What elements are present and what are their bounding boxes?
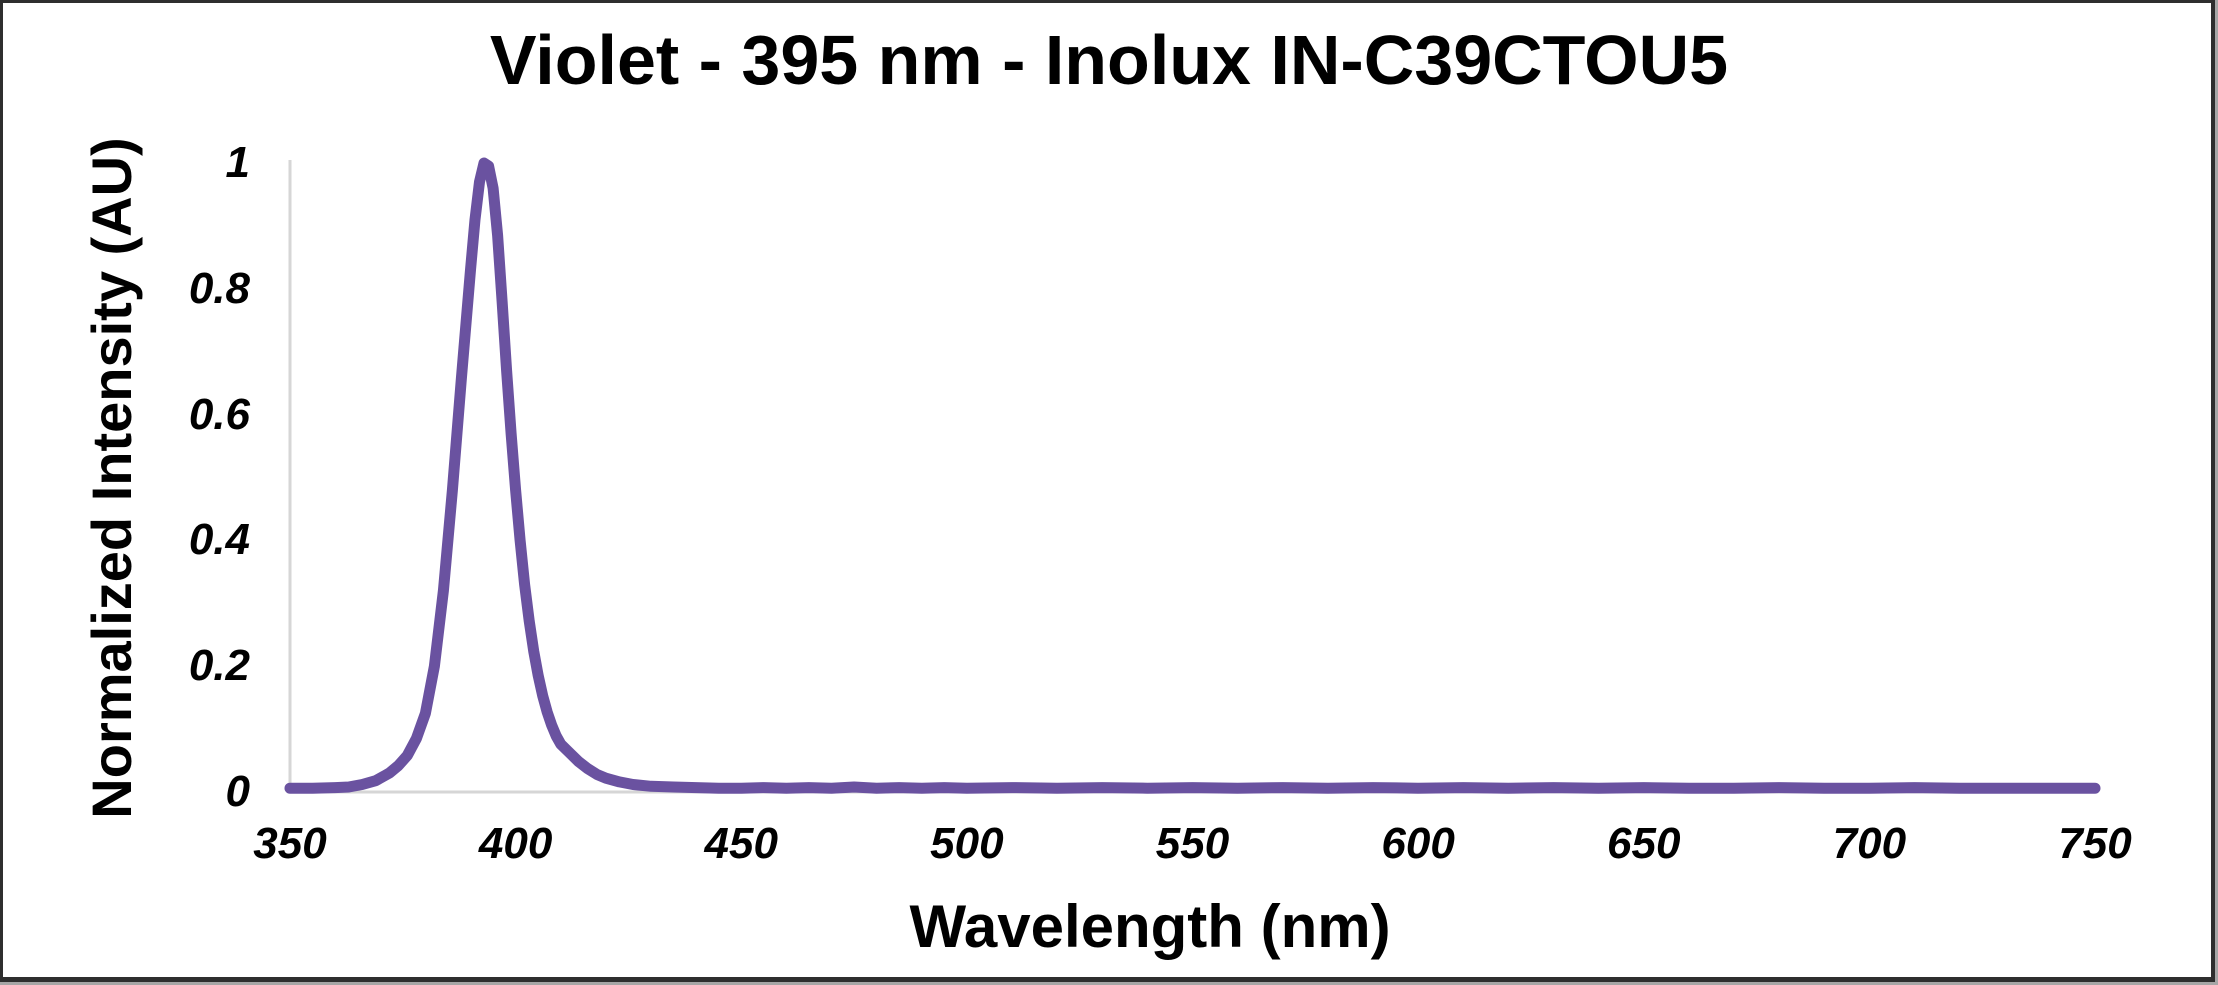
y-tick-label: 0 xyxy=(225,767,250,816)
x-tick-label: 650 xyxy=(1607,819,1681,868)
x-tick-label: 700 xyxy=(1832,819,1907,868)
y-tick-label: 0.2 xyxy=(188,641,250,691)
x-tick-label: 450 xyxy=(704,819,778,868)
x-tick-label: 600 xyxy=(1381,819,1455,868)
chart-title: Violet - 395 nm - Inolux IN-C39CTOU5 xyxy=(489,21,1729,99)
y-tick-label: 0.8 xyxy=(188,263,250,313)
y-tick-label: 0.6 xyxy=(188,389,250,439)
spectrum-line xyxy=(284,157,2101,794)
x-tick-label: 350 xyxy=(253,819,327,868)
x-tick-label: 500 xyxy=(930,819,1004,868)
x-tick-label: 750 xyxy=(2058,819,2132,868)
x-axis-title: Wavelength (nm) xyxy=(909,893,1391,960)
x-tick-label: 550 xyxy=(1155,819,1230,868)
x-tick-label: 400 xyxy=(478,819,553,868)
y-tick-label: 0.4 xyxy=(188,515,250,565)
y-axis-title: Normalized Intensity (AU) xyxy=(80,137,143,819)
y-tick-label: 1 xyxy=(225,138,250,187)
